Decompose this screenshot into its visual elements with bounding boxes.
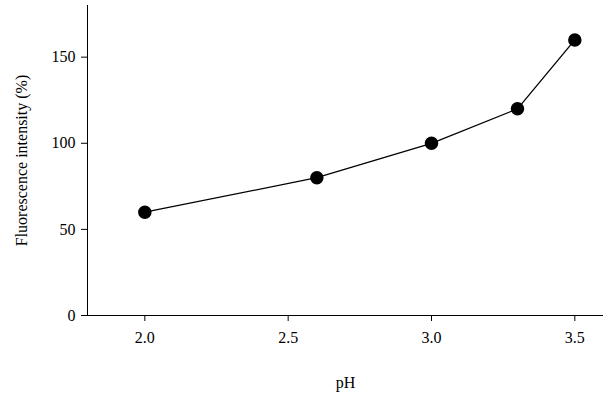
svg-text:2.0: 2.0 bbox=[135, 329, 155, 346]
svg-text:3.0: 3.0 bbox=[422, 329, 442, 346]
svg-text:50: 50 bbox=[60, 221, 76, 238]
svg-text:100: 100 bbox=[52, 134, 76, 151]
svg-text:Fluorescence intensity (%): Fluorescence intensity (%) bbox=[13, 75, 31, 247]
svg-text:3.5: 3.5 bbox=[565, 329, 585, 346]
svg-text:0: 0 bbox=[68, 307, 76, 324]
svg-text:pH: pH bbox=[336, 374, 356, 392]
svg-text:150: 150 bbox=[52, 48, 76, 65]
svg-text:2.5: 2.5 bbox=[278, 329, 298, 346]
